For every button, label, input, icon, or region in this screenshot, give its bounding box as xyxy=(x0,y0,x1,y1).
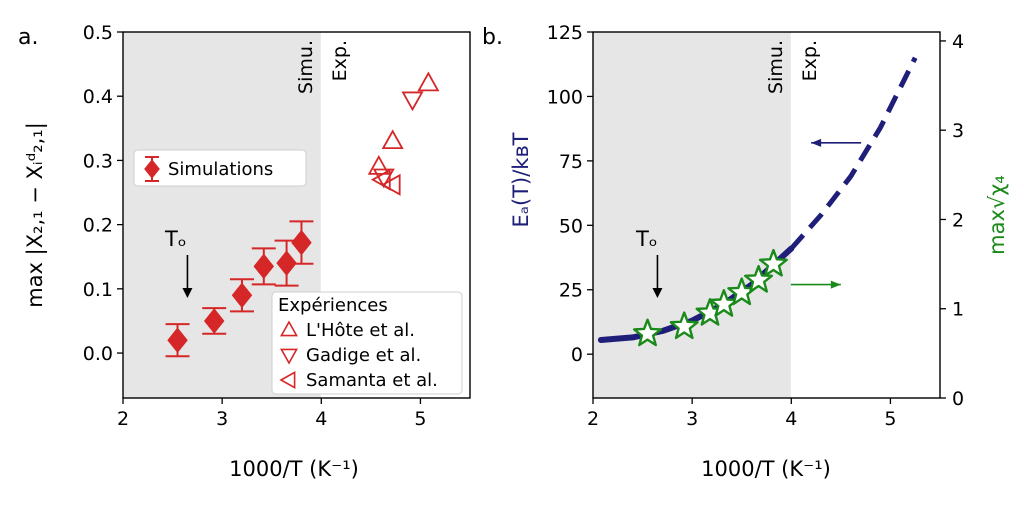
x-tick-label: 3 xyxy=(216,408,228,430)
panel-a-y-axis-label: max |X₂,₁ − Xᵢᵈ₂,₁| xyxy=(23,122,48,308)
experiment-point xyxy=(370,168,391,191)
legend-experiences-title: Expériences xyxy=(278,295,388,316)
simulation-point xyxy=(291,229,312,256)
panel-a-ticks: 2 3 4 5 0.0 0.1 0.2 0.3 0.4 0.5 xyxy=(83,22,427,430)
y2-tick-label: 1 xyxy=(952,299,964,321)
y2-tick-label: 0 xyxy=(952,388,964,410)
y-tick-label: 0 xyxy=(571,344,583,366)
panel-b-x-axis-label: 1000/T (K⁻¹) xyxy=(701,457,831,481)
experiment-point xyxy=(401,91,424,112)
y-tick-label: 0.5 xyxy=(83,22,113,44)
legend-experiences-markers xyxy=(279,320,298,389)
x-tick-label: 3 xyxy=(686,408,698,430)
panel-b-to-arrow xyxy=(652,255,663,298)
panel-a-to-arrow xyxy=(182,255,193,298)
x-tick-label: 2 xyxy=(117,408,129,430)
y-tick-label: 125 xyxy=(547,22,583,44)
panel-b-right-axis-label: max√χ₄ xyxy=(985,175,1009,255)
legend-marker xyxy=(279,371,296,389)
simulation-point xyxy=(253,253,275,280)
panel-b-exp-label: Exp. xyxy=(799,40,821,81)
panel-b-simu-label: Simu. xyxy=(765,40,787,94)
x-tick-label: 5 xyxy=(414,408,426,430)
x-tick-label: 5 xyxy=(884,408,896,430)
y-tick-label: 0.0 xyxy=(83,343,113,365)
panel-b-frame xyxy=(592,31,941,399)
legend-simulations-label: Simulations xyxy=(168,159,273,180)
legend-marker xyxy=(280,348,298,365)
chi4-point xyxy=(633,318,663,347)
simulation-point xyxy=(167,327,188,354)
chi4-point xyxy=(744,264,774,293)
right-axis-arrow-head xyxy=(830,280,841,289)
panel-b-to-label: Tₒ xyxy=(635,227,658,251)
panel-a-exp-label: Exp. xyxy=(329,40,351,81)
panel-b-marks xyxy=(597,56,918,347)
y-tick-label: 75 xyxy=(559,151,583,173)
panel-a-marks xyxy=(165,71,440,358)
chi4-point xyxy=(758,248,788,277)
panel-b-label: b. xyxy=(482,25,503,50)
y-tick-label: 0.3 xyxy=(83,150,113,172)
chi4-point xyxy=(669,311,699,340)
panel-b-y-axis-label: Eₐ(T)/kʙT xyxy=(509,132,533,227)
legend-diamond xyxy=(144,159,160,179)
legend-marker xyxy=(280,320,298,337)
x-tick-label: 4 xyxy=(785,408,797,430)
panel-b-simulation-region xyxy=(593,32,792,398)
y-tick-label: 100 xyxy=(547,86,583,108)
simulation-point xyxy=(231,282,253,309)
panel-a-simu-label: Simu. xyxy=(295,40,317,94)
panel-a-to-label: Tₒ xyxy=(164,227,187,251)
y-tick-label: 0.1 xyxy=(83,279,113,301)
panel-a-label: a. xyxy=(18,25,38,50)
legend-samanta-label: Samanta et al. xyxy=(306,370,438,391)
simulation-point xyxy=(276,250,297,276)
experiment-point xyxy=(380,173,401,196)
experiment-point xyxy=(381,129,404,150)
x-tick-label: 2 xyxy=(587,408,599,430)
panel-a-frame xyxy=(122,31,471,399)
x-tick-label: 4 xyxy=(315,408,327,430)
left-axis-arrow-head xyxy=(811,138,822,147)
legend-simulations-marker xyxy=(144,156,160,182)
experiment-point xyxy=(417,71,440,92)
legend-experiences-box xyxy=(271,291,463,395)
legend-lhote-label: L'Hôte et al. xyxy=(306,320,415,341)
y2-tick-label: 4 xyxy=(952,31,964,53)
y2-tick-label: 3 xyxy=(952,120,964,142)
to-arrow-head xyxy=(182,288,193,298)
panel-a: 2 3 4 5 0.0 0.1 0.2 0.3 0.4 0.5 a. 1000/T (K⁻¹) m… xyxy=(18,22,471,481)
y-tick-label: 25 xyxy=(559,280,583,302)
experiment-point xyxy=(367,154,390,175)
panel-a-x-axis-label: 1000/T (K⁻¹) xyxy=(229,457,359,481)
to-arrow-head xyxy=(652,288,663,298)
y-tick-label: 50 xyxy=(559,215,583,237)
y-tick-label: 0.2 xyxy=(83,215,113,237)
legend-gadige-label: Gadige et al. xyxy=(306,345,421,366)
activation-energy-curve-extrapolated xyxy=(789,56,918,251)
y2-tick-label: 2 xyxy=(952,209,964,231)
legend-simulations-box xyxy=(133,149,307,187)
y-tick-label: 0.4 xyxy=(83,86,113,108)
simulation-point xyxy=(203,308,225,334)
experiment-point xyxy=(372,168,395,189)
